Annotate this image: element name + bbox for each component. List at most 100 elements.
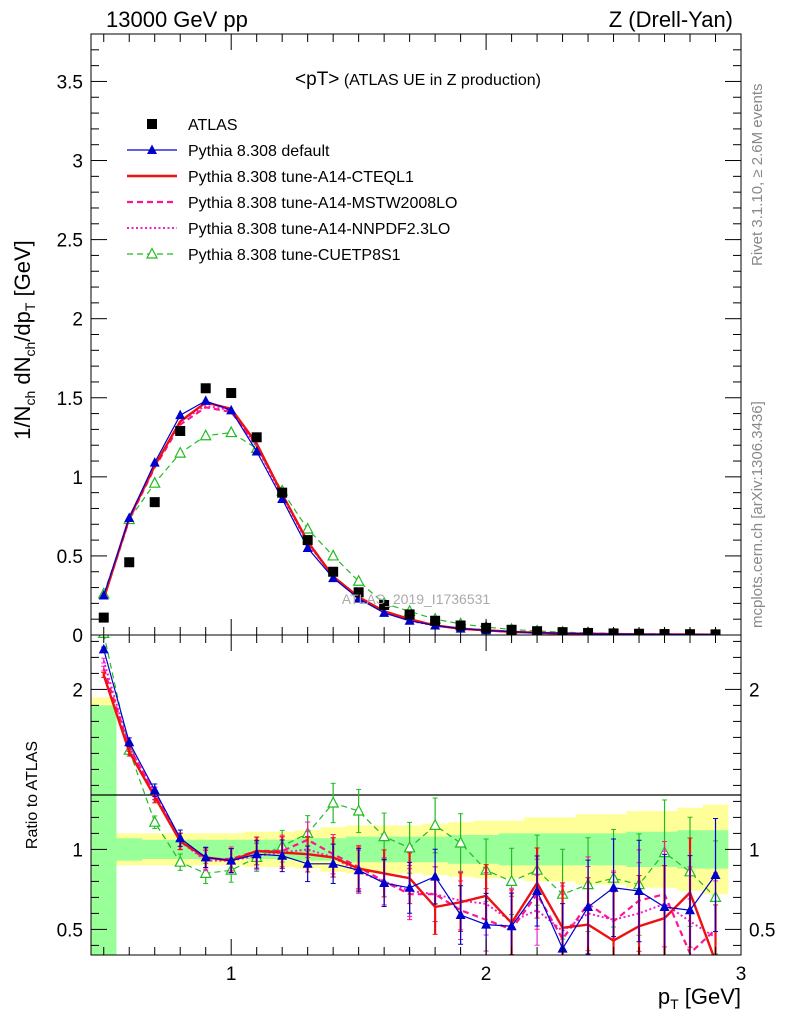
ratio-y-axis-label: Ratio to ATLAS <box>24 741 41 849</box>
ratio-point-default <box>583 901 594 911</box>
main-panel-ticks: 0 0.5 1 1.5 2 2.5 3 3.5 <box>57 34 742 647</box>
ratio-point-cuetp8s1 <box>505 874 518 887</box>
ratio-point-default <box>353 864 364 875</box>
main-point-default <box>353 593 364 603</box>
legend-label-cuetp8s1: Pythia 8.308 tune-CUETP8S1 <box>188 247 401 264</box>
ratio-y-tick-label-right: 1 <box>749 840 760 861</box>
ratio-y-tick-label: 1 <box>72 840 83 861</box>
ratio-point-cuetp8s1 <box>454 836 467 848</box>
x-tick-label: 1 <box>226 964 237 985</box>
main-point-cuetp8s1 <box>327 549 340 561</box>
ratio-point-default <box>200 851 211 862</box>
legend-item-data: ATLAS <box>147 117 238 134</box>
ratio-point-cuetp8s1 <box>148 815 161 827</box>
legend-item-cteql1: Pythia 8.308 tune-A14-CTEQL1 <box>127 169 414 186</box>
main-point-data <box>404 609 415 620</box>
main-point-default <box>251 446 262 456</box>
legend-marker-cuetp8s1 <box>146 247 158 259</box>
legend-label-cteql1: Pythia 8.308 tune-A14-CTEQL1 <box>188 169 414 186</box>
ratio-point-cuetp8s1 <box>378 829 391 842</box>
ratio-point-default <box>404 882 415 892</box>
mcplots-label: mcplots.cern.ch [arXiv:1306.3436] <box>749 401 766 628</box>
ratio-point-default <box>328 858 339 868</box>
main-y-tick-label: 0 <box>72 626 83 647</box>
ratio-point-default <box>608 882 619 892</box>
legend-item-nnpdf: Pythia 8.308 tune-A14-NNPDF2.3LO <box>127 221 450 238</box>
main-point-data <box>98 612 109 623</box>
ratio-point-default <box>481 919 492 929</box>
ratio-point-cuetp8s1 <box>327 796 340 808</box>
ratio-point-cuetp8s1 <box>429 818 442 831</box>
ratio-point-cuetp8s1 <box>403 841 416 853</box>
main-point-cuetp8s1 <box>301 522 314 534</box>
svg-text:1/Nch dNch/dpT [GeV]: 1/Nch dNch/dpT [GeV] <box>10 240 38 440</box>
main-y-tick-label: 1.5 <box>57 389 83 410</box>
legend-label-default: Pythia 8.308 default <box>188 143 330 160</box>
main-point-data <box>455 620 466 631</box>
ratio-panel: 0.5 0.5 1 1 2 2 1 2 3 <box>57 634 775 985</box>
main-title-quantity: <pT> <box>295 69 339 90</box>
ratio-point-default <box>124 736 135 747</box>
ratio-point-default <box>634 885 645 895</box>
ratio-point-default <box>685 904 696 915</box>
ratio-series <box>97 635 722 955</box>
main-point-data <box>175 425 186 436</box>
ratio-point-default <box>710 869 721 879</box>
main-point-default <box>175 409 186 420</box>
ratio-point-default <box>659 901 670 911</box>
main-y-tick-label: 2 <box>72 310 83 331</box>
legend-marker-default <box>147 144 157 154</box>
main-point-data <box>379 599 390 610</box>
header-right-label: Z (Drell-Yan) <box>609 7 733 32</box>
ratio-point-default <box>98 643 109 654</box>
main-point-cuetp8s1 <box>225 425 238 438</box>
main-point-default <box>200 395 211 405</box>
main-point-data <box>430 615 441 626</box>
ratio-point-default <box>455 909 466 919</box>
main-point-cuetp8s1 <box>352 574 365 586</box>
ratio-point-default <box>175 832 186 843</box>
ratio-y-tick-label-right: 0.5 <box>749 920 775 941</box>
main-panel-title: <pT> (ATLAS UE in Z production) <box>295 69 541 90</box>
main-point-data <box>200 383 211 394</box>
legend-label-nnpdf: Pythia 8.308 tune-A14-NNPDF2.3LO <box>188 221 450 238</box>
main-panel: 0 0.5 1 1.5 2 2.5 3 3.5 <pT> (ATLAS UE in Z pro… <box>57 33 742 647</box>
main-y-tick-label: 0.5 <box>57 547 83 568</box>
ratio-panel-frame <box>90 634 742 956</box>
main-point-default <box>124 512 135 522</box>
ratio-y-tick-label: 2 <box>72 680 83 701</box>
main-point-cuetp8s1 <box>148 476 161 488</box>
main-point-data <box>353 587 364 598</box>
main-point-data <box>251 432 262 443</box>
ratio-point-default <box>506 920 517 931</box>
ratio-point-cuetp8s1 <box>352 804 365 816</box>
x-tick-label: 2 <box>481 964 492 985</box>
legend-label-data: ATLAS <box>188 117 238 134</box>
ratio-series-default <box>98 643 721 955</box>
rivet-version-label: Rivet 3.1.10, ≥ 2.6M events <box>749 84 766 267</box>
main-point-data <box>302 535 313 546</box>
ratio-point-default <box>532 885 543 895</box>
main-point-cuetp8s1 <box>174 446 187 458</box>
main-y-tick-label: 1 <box>72 468 83 489</box>
main-point-default <box>404 615 415 625</box>
ratio-point-default <box>251 848 262 859</box>
main-point-default <box>98 589 109 600</box>
ratio-point-default <box>302 858 313 868</box>
main-point-default <box>149 457 160 467</box>
ratio-point-default <box>277 850 288 860</box>
main-title-subtitle: (ATLAS UE in Z production) <box>339 72 541 89</box>
ratio-point-default <box>226 855 237 865</box>
ratio-point-default <box>379 877 390 887</box>
main-y-tick-label: 3.5 <box>57 72 83 93</box>
main-point-data <box>226 388 237 399</box>
main-point-data <box>124 557 135 568</box>
legend-item-mstw: Pythia 8.308 tune-A14-MSTW2008LO <box>127 195 457 212</box>
legend: ATLAS Pythia 8.308 default Pythia 8.308 tu… <box>127 117 457 264</box>
main-y-tick-label: 2.5 <box>57 231 83 252</box>
main-y-axis-label: 1/Nch dNch/dpT [GeV] <box>10 240 38 440</box>
main-point-default <box>226 404 237 415</box>
main-point-cuetp8s1 <box>199 428 212 441</box>
main-point-data <box>149 497 160 508</box>
